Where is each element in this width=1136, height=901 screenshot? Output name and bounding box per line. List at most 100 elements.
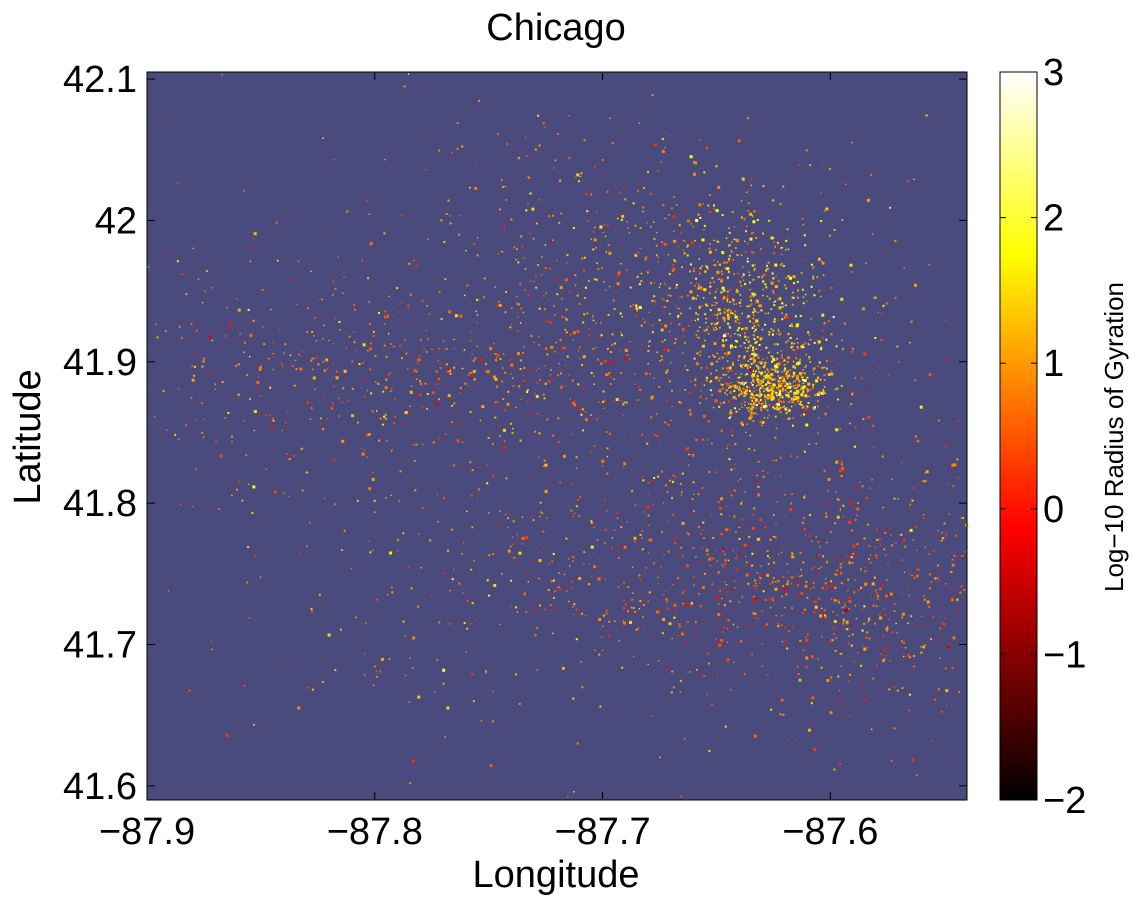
data-point [495,359,497,362]
data-point [883,531,885,534]
data-point [773,493,775,495]
data-point [786,396,789,398]
data-point [866,198,870,202]
data-point [868,637,871,640]
data-point [394,398,396,400]
data-point [716,322,718,325]
data-point [749,396,752,399]
data-point [670,419,672,422]
data-point [412,636,416,640]
data-point [901,687,904,690]
data-point [753,390,755,393]
data-point [698,337,700,339]
data-point [629,341,631,343]
data-point [756,378,760,382]
data-point [523,593,526,596]
data-point [542,547,545,549]
data-point [864,583,867,586]
data-point [776,352,779,354]
data-point [733,594,735,597]
data-point [726,627,728,630]
data-point [727,314,730,317]
data-point [870,728,873,730]
data-point [823,503,825,505]
data-point [916,439,919,442]
data-point [603,399,606,402]
data-point [854,426,857,429]
data-point [736,554,738,557]
data-point [805,666,808,669]
data-point [649,373,651,375]
data-point [813,612,816,614]
data-point [823,609,826,612]
data-point [721,251,725,255]
data-point [618,191,621,194]
data-point [637,251,640,253]
data-point [901,541,904,543]
data-point [737,318,739,321]
data-point [584,418,588,422]
data-point [912,539,914,541]
data-point [504,513,507,516]
data-point [798,575,801,578]
data-point [350,568,353,570]
data-point [322,361,324,363]
data-point [522,311,525,314]
data-point [817,432,819,434]
data-point [868,618,871,621]
data-point [758,344,761,346]
data-point [792,371,795,374]
data-point [805,354,807,356]
data-point [841,504,844,507]
data-point [761,643,763,645]
data-point [605,431,608,433]
data-point [647,493,649,495]
data-point [348,335,351,338]
data-point [765,407,768,409]
data-point [468,384,470,387]
data-point [702,547,704,550]
data-point [841,348,844,351]
data-point [767,312,769,314]
data-point [726,299,729,301]
data-point [752,513,754,516]
data-point [768,374,771,377]
data-point [632,202,635,205]
data-point [939,627,942,630]
data-point [588,334,591,337]
data-point [785,287,788,290]
data-point [583,381,585,383]
data-point [563,346,566,349]
data-point [195,329,198,332]
data-point [368,213,371,215]
data-point [629,286,632,289]
data-point [678,401,681,404]
data-point [799,389,801,391]
data-point [879,616,883,620]
data-point [834,388,836,391]
data-point [334,669,337,672]
plot-frame [146,71,968,801]
data-point [809,339,812,341]
data-point [808,356,811,359]
data-point [632,607,635,609]
data-point [474,187,478,190]
data-point [618,271,621,274]
data-point [695,556,697,558]
data-point [883,548,885,551]
data-point [773,378,776,381]
data-point [823,322,826,325]
data-point [704,313,707,316]
data-point [322,137,324,139]
data-point [753,374,755,376]
data-point [620,332,622,334]
data-point [736,340,739,343]
data-point [744,326,748,330]
plot-background [147,72,967,800]
data-point [407,307,410,310]
data-point [646,442,649,445]
data-point [522,374,525,377]
data-point [806,596,809,599]
data-point [391,450,393,452]
data-point [716,560,719,562]
